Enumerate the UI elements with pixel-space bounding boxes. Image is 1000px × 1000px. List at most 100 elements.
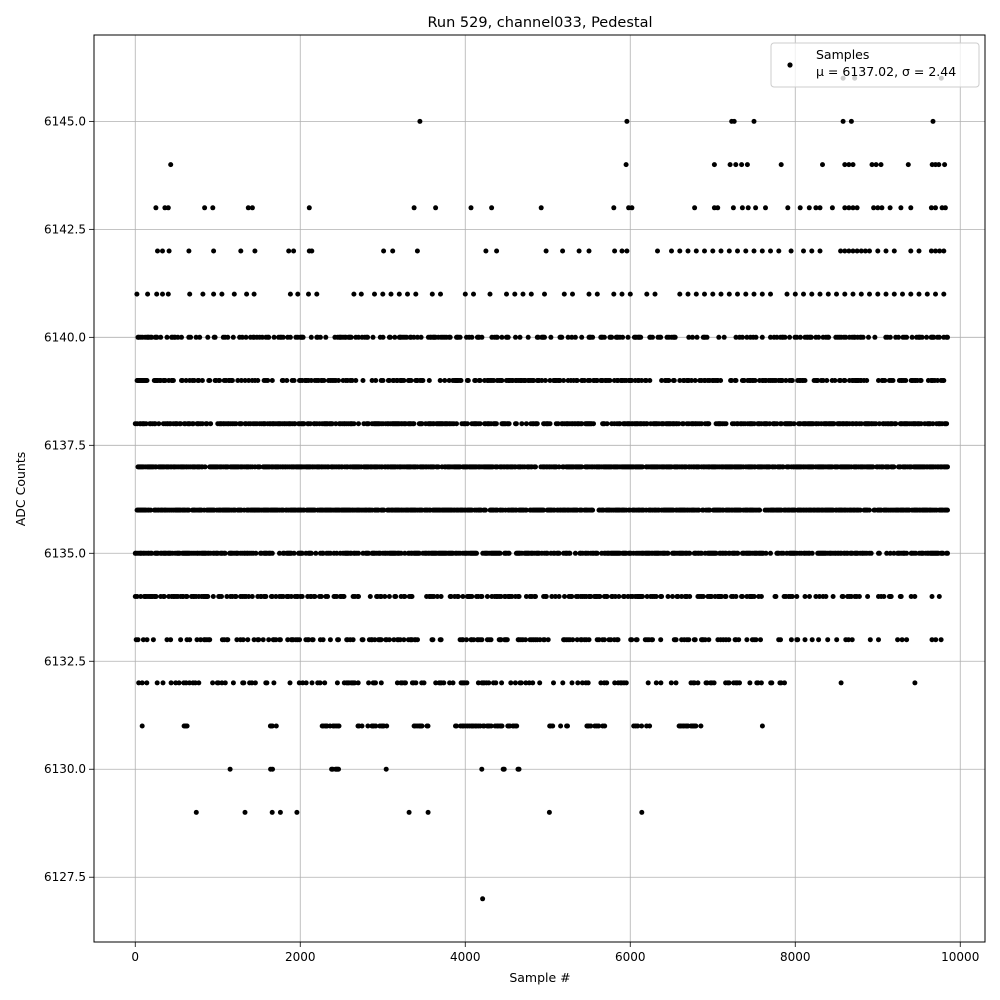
- data-point: [739, 594, 745, 599]
- data-point: [872, 334, 878, 340]
- data-point: [858, 248, 864, 254]
- data-point: [438, 291, 443, 297]
- data-point: [707, 507, 713, 513]
- data-point: [860, 334, 866, 340]
- data-point: [154, 291, 160, 297]
- data-point: [933, 205, 938, 211]
- data-point: [675, 594, 681, 599]
- data-point: [579, 680, 585, 686]
- data-point: [865, 594, 871, 599]
- data-point: [945, 334, 950, 340]
- data-point: [586, 248, 592, 254]
- data-point: [884, 550, 890, 556]
- data-point: [413, 291, 419, 297]
- data-point: [677, 248, 683, 254]
- data-point: [908, 205, 914, 211]
- data-point: [881, 594, 887, 599]
- data-point: [458, 378, 464, 383]
- data-point: [619, 291, 625, 297]
- data-point: [594, 291, 600, 297]
- data-point: [235, 378, 241, 383]
- data-point: [308, 378, 314, 383]
- data-point: [537, 637, 543, 643]
- data-point: [883, 248, 889, 254]
- data-point: [396, 291, 402, 297]
- data-point: [585, 680, 591, 686]
- data-point: [208, 421, 214, 427]
- data-point: [788, 637, 794, 643]
- data-point: [291, 378, 297, 383]
- data-point: [735, 248, 740, 254]
- data-point: [506, 550, 512, 556]
- data-point: [419, 723, 425, 729]
- data-point: [154, 680, 160, 686]
- data-point: [231, 291, 237, 297]
- data-point: [588, 723, 594, 729]
- data-point: [751, 594, 757, 599]
- data-point: [239, 334, 245, 340]
- data-point: [256, 637, 262, 643]
- data-point: [768, 291, 773, 297]
- data-point: [609, 334, 615, 340]
- data-point: [408, 378, 414, 383]
- data-point: [499, 378, 505, 383]
- data-point: [726, 680, 732, 686]
- data-point: [425, 809, 431, 815]
- data-point: [759, 723, 765, 729]
- data-point: [366, 421, 371, 427]
- data-point: [645, 680, 651, 686]
- data-point: [759, 334, 765, 340]
- data-point: [832, 378, 838, 383]
- data-point: [774, 334, 780, 340]
- data-point: [504, 637, 510, 643]
- data-point: [135, 637, 141, 643]
- data-point: [558, 723, 564, 729]
- data-point: [418, 334, 424, 340]
- data-point: [715, 205, 721, 211]
- data-point: [498, 637, 504, 643]
- data-point: [545, 637, 551, 643]
- data-point: [186, 248, 192, 254]
- data-point: [721, 334, 727, 340]
- data-point: [783, 378, 789, 383]
- data-point: [572, 550, 578, 556]
- data-point: [509, 594, 515, 599]
- data-point: [430, 637, 436, 643]
- data-point: [269, 723, 275, 729]
- data-point: [498, 594, 504, 599]
- data-point: [896, 334, 901, 340]
- x-tick-label: 8000: [780, 950, 811, 964]
- data-point: [327, 637, 333, 643]
- data-point: [729, 378, 734, 383]
- data-point: [329, 421, 335, 427]
- data-point: [933, 291, 938, 297]
- data-point: [692, 637, 698, 643]
- data-point: [471, 291, 476, 297]
- data-point: [778, 162, 784, 168]
- data-point: [788, 248, 794, 254]
- data-point: [447, 334, 453, 340]
- data-point: [809, 550, 815, 556]
- data-point: [139, 723, 145, 729]
- data-point: [904, 637, 910, 643]
- data-point: [670, 594, 675, 599]
- data-point: [457, 334, 463, 340]
- data-point: [266, 334, 272, 340]
- data-point: [706, 637, 712, 643]
- data-point: [904, 550, 910, 556]
- data-point: [193, 334, 199, 340]
- data-point: [611, 291, 617, 297]
- data-point: [148, 507, 154, 513]
- y-tick-label: 6142.5: [44, 222, 86, 236]
- data-point: [669, 248, 674, 254]
- data-point: [155, 248, 160, 254]
- data-point: [565, 723, 570, 729]
- data-point: [594, 550, 600, 556]
- data-point: [933, 637, 939, 643]
- data-point: [327, 550, 333, 556]
- data-point: [373, 723, 379, 729]
- data-point: [257, 464, 263, 470]
- data-point: [416, 550, 422, 556]
- data-point: [542, 378, 548, 383]
- data-point: [834, 291, 839, 297]
